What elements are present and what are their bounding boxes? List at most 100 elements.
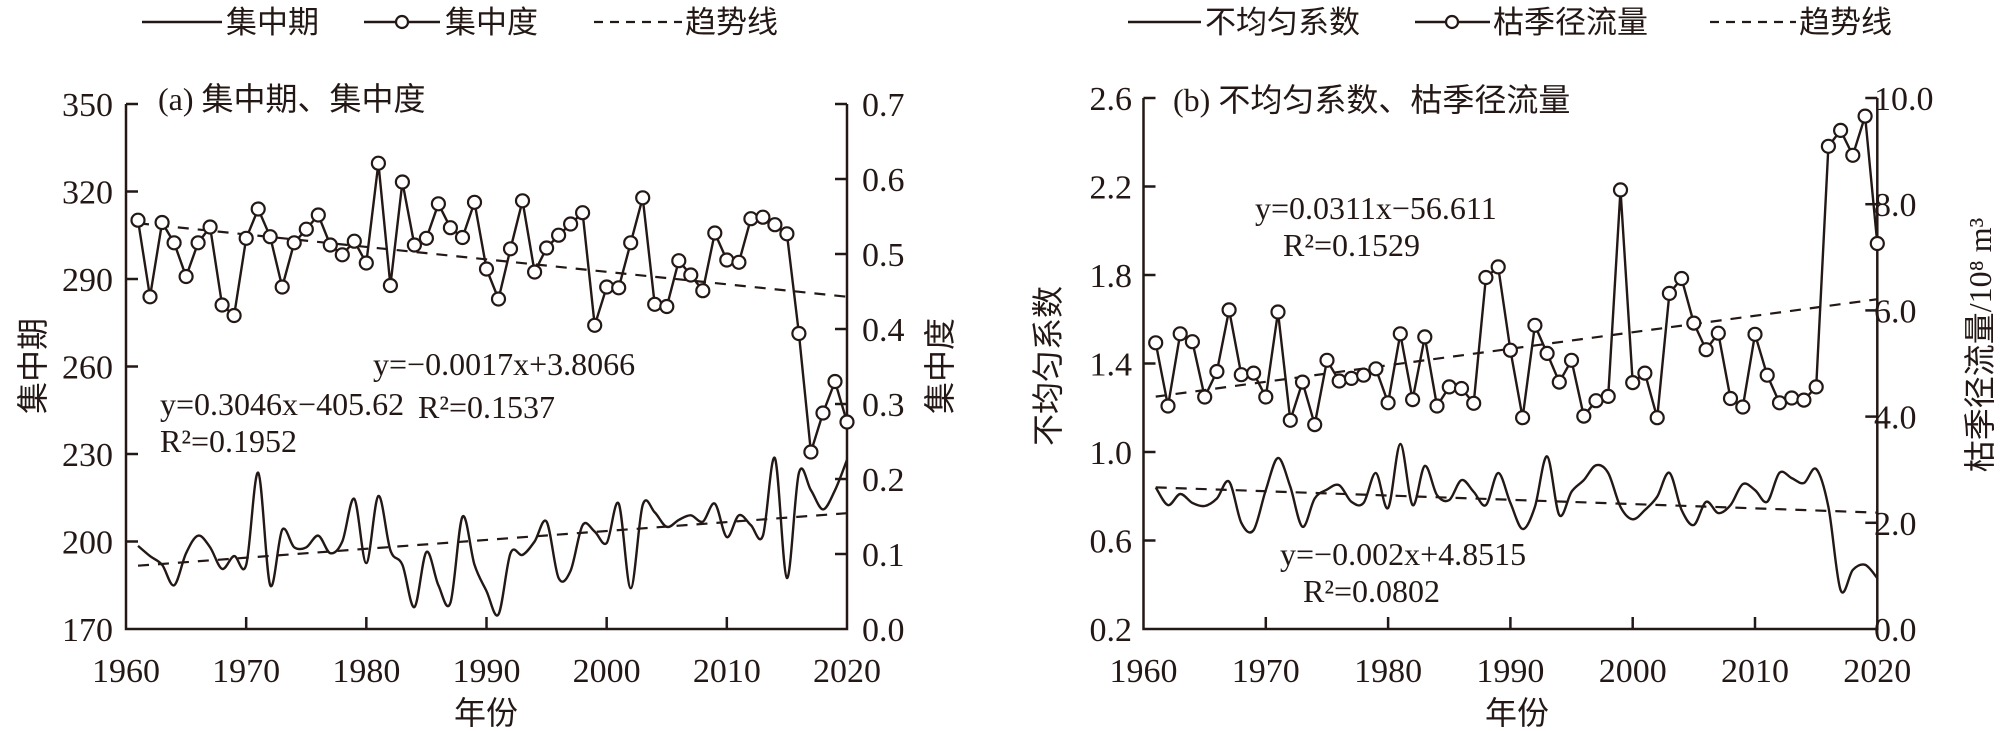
data-point xyxy=(538,240,555,256)
data-point xyxy=(1160,398,1176,414)
data-point xyxy=(815,405,831,421)
data-point xyxy=(1563,352,1580,368)
x-tick-label: 2000 xyxy=(573,653,641,690)
y-left-tick-label: 260 xyxy=(62,350,113,387)
data-point xyxy=(1612,182,1629,198)
y-left-tick-label: 0.6 xyxy=(1090,524,1133,561)
data-point xyxy=(382,277,398,294)
trend-equation: y=−0.002x+4.8515 xyxy=(1280,536,1526,572)
data-point xyxy=(1453,380,1470,397)
data-point xyxy=(1429,398,1445,414)
y-right-axis-title: 集中度 xyxy=(922,318,958,414)
data-point xyxy=(442,220,458,236)
data-point xyxy=(262,229,278,245)
legend-a: 集中期 集中度 趋势线 xyxy=(142,5,778,40)
panel-b: 1960 1970 1980 1990 2000 2010 2020 0.2 0.6 1.0 1.4… xyxy=(1030,81,1998,731)
y-right-tick-label: 0.5 xyxy=(862,237,905,274)
y-right-tick-label: 0.0 xyxy=(862,612,905,649)
data-point xyxy=(466,194,483,210)
data-point xyxy=(346,233,362,249)
data-point xyxy=(1221,302,1237,318)
y-left-tick-label: 320 xyxy=(62,175,113,212)
data-point xyxy=(1698,342,1714,358)
data-point xyxy=(719,252,735,268)
data-point xyxy=(130,212,146,228)
data-point xyxy=(1417,329,1433,345)
data-point xyxy=(767,217,783,233)
data-point xyxy=(250,201,266,217)
data-point xyxy=(1625,375,1641,391)
data-point xyxy=(1527,317,1543,333)
series-solid xyxy=(137,456,849,617)
x-tick-label: 2010 xyxy=(1721,653,1789,690)
data-point xyxy=(1368,361,1384,377)
y-right-tick-label: 0.4 xyxy=(862,312,905,349)
data-point xyxy=(1808,379,1824,395)
y-right-tick-label: 10.0 xyxy=(1874,81,1934,118)
data-point xyxy=(574,205,591,221)
data-point xyxy=(1832,122,1849,138)
trend-line xyxy=(1155,486,1878,514)
data-point xyxy=(142,289,158,305)
data-point xyxy=(226,307,242,324)
y-left-tick-label: 290 xyxy=(62,262,113,299)
data-point xyxy=(178,268,194,285)
data-point xyxy=(502,241,519,257)
data-point xyxy=(1710,325,1726,341)
data-point xyxy=(394,174,410,190)
y-left-tick-label: 350 xyxy=(62,87,113,124)
trend-equation: y=0.0311x−56.611 xyxy=(1255,190,1497,226)
series-solid xyxy=(1154,442,1879,594)
x-tick-label: 1990 xyxy=(453,653,521,690)
x-tick-label: 1960 xyxy=(1110,653,1178,690)
data-point xyxy=(1282,412,1298,428)
legend-label: 集中期 xyxy=(226,5,319,40)
data-point xyxy=(1735,399,1751,415)
data-point xyxy=(635,190,651,206)
data-point xyxy=(647,296,663,312)
data-point xyxy=(1404,392,1421,408)
data-point xyxy=(1380,395,1396,411)
data-point xyxy=(683,267,699,283)
legend-label: 枯季径流量 xyxy=(1493,5,1648,40)
trend-equation: y=−0.0017x+3.8066 xyxy=(373,346,635,382)
data-point xyxy=(707,225,723,241)
x-tick-label: 1980 xyxy=(1354,653,1422,690)
y-left-axis-title: 集中期 xyxy=(15,318,51,414)
legend-label: 趋势线 xyxy=(685,5,778,40)
data-point xyxy=(1172,326,1188,342)
trend-line xyxy=(137,512,848,567)
x-axis-title: 年份 xyxy=(454,695,518,731)
x-tick-label: 2000 xyxy=(1599,653,1667,690)
data-point xyxy=(1588,393,1604,409)
data-point xyxy=(611,280,627,296)
data-point xyxy=(1759,367,1775,383)
trend-r-squared: R²=0.1537 xyxy=(418,389,555,425)
data-point xyxy=(791,325,807,342)
data-point xyxy=(1637,365,1653,381)
data-point xyxy=(1845,147,1861,163)
data-point xyxy=(587,317,603,333)
data-point xyxy=(514,193,531,209)
series-circle xyxy=(1148,108,1885,433)
x-tick-label: 2020 xyxy=(813,653,881,690)
trend-r-squared: R²=0.1952 xyxy=(160,423,297,459)
data-point xyxy=(1502,342,1519,358)
data-point xyxy=(623,235,639,251)
data-point xyxy=(1796,392,1812,408)
data-point xyxy=(1661,285,1678,301)
data-point xyxy=(274,279,290,295)
trend-equation: y=0.3046x−405.62 xyxy=(160,386,404,422)
data-point xyxy=(659,298,675,315)
y-right-tick-label: 6.0 xyxy=(1874,293,1917,330)
data-point xyxy=(1466,395,1482,411)
data-point xyxy=(562,216,579,232)
legend-label: 不均匀系数 xyxy=(1205,5,1360,40)
data-point xyxy=(1294,374,1311,390)
data-point xyxy=(490,291,507,307)
y-left-tick-label: 230 xyxy=(62,437,113,474)
data-point xyxy=(298,221,314,237)
trend-r-squared: R²=0.0802 xyxy=(1303,573,1440,609)
data-point xyxy=(839,414,855,430)
